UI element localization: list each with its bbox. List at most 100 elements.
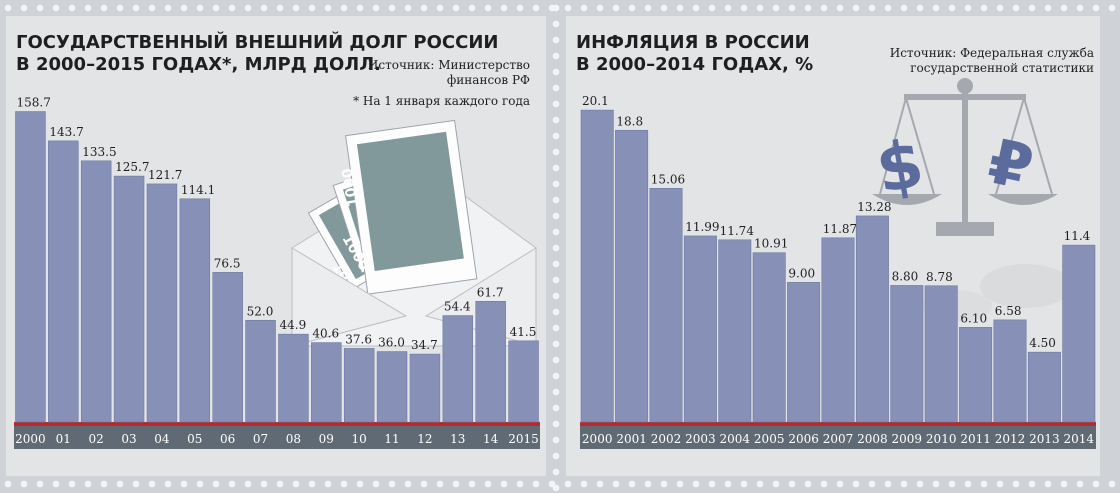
x-tick-label: 2004 bbox=[720, 432, 751, 446]
bar bbox=[959, 327, 993, 423]
value-label: 52.0 bbox=[247, 304, 274, 318]
value-label: 41.5 bbox=[510, 325, 537, 339]
x-tick-label: 07 bbox=[253, 432, 268, 446]
bar bbox=[993, 319, 1027, 423]
bar bbox=[821, 237, 855, 423]
value-label: 143.7 bbox=[49, 125, 83, 139]
bar bbox=[376, 351, 408, 423]
x-tick-label: 2002 bbox=[651, 432, 682, 446]
inflation-chart-title: ИНФЛЯЦИЯ В РОССИИ В 2000–2014 ГОДАХ, % bbox=[576, 32, 814, 75]
x-tick-label: 2005 bbox=[754, 432, 785, 446]
baseline bbox=[580, 422, 1096, 426]
ruble-icon: ₽ bbox=[982, 124, 1039, 204]
x-axis-strip bbox=[580, 425, 1096, 449]
bar bbox=[752, 252, 786, 423]
bar bbox=[855, 215, 889, 423]
bar bbox=[343, 348, 375, 423]
x-tick-label: 14 bbox=[483, 432, 499, 446]
x-tick-label: 2015 bbox=[508, 432, 539, 446]
bar bbox=[787, 282, 821, 423]
value-label: 9.00 bbox=[788, 266, 815, 280]
value-label: 11.4 bbox=[1064, 229, 1091, 243]
bar bbox=[615, 129, 649, 423]
value-label: 114.1 bbox=[181, 183, 215, 197]
bar bbox=[924, 285, 958, 423]
x-tick-label: 2003 bbox=[685, 432, 716, 446]
x-tick-label: 2007 bbox=[823, 432, 854, 446]
bar bbox=[48, 140, 79, 423]
value-label: 36.0 bbox=[378, 336, 405, 350]
x-tick-label: 2010 bbox=[926, 432, 957, 446]
x-tick-label: 03 bbox=[121, 432, 136, 446]
value-label: 11.87 bbox=[823, 222, 857, 236]
value-label: 4.50 bbox=[1029, 336, 1056, 350]
banknote-label: 1000 bbox=[339, 167, 362, 208]
value-label: 11.74 bbox=[720, 224, 755, 238]
value-label: 8.78 bbox=[926, 270, 953, 284]
value-label: 133.5 bbox=[82, 145, 116, 159]
x-tick-label: 04 bbox=[154, 432, 170, 446]
bar bbox=[80, 160, 112, 423]
bar bbox=[718, 239, 752, 423]
x-tick-label: 05 bbox=[187, 432, 202, 446]
inflation-chart-panel: $ ₽ 20.1 2000 18.8 2001 15.06 2002 11.99 2003 11… bbox=[566, 16, 1100, 476]
x-tick-label: 01 bbox=[56, 432, 71, 446]
bar bbox=[890, 285, 924, 423]
bar bbox=[212, 272, 243, 423]
bar bbox=[409, 353, 441, 423]
value-label: 13.28 bbox=[857, 200, 891, 214]
x-axis-strip bbox=[14, 425, 540, 449]
value-label: 34.7 bbox=[411, 338, 438, 352]
bar bbox=[580, 109, 614, 423]
value-label: 44.9 bbox=[280, 318, 307, 332]
x-tick-label: 2009 bbox=[892, 432, 923, 446]
x-tick-label: 2000 bbox=[15, 432, 46, 446]
value-label: 18.8 bbox=[616, 114, 643, 128]
value-label: 11.99 bbox=[685, 220, 719, 234]
bar bbox=[146, 183, 178, 423]
x-tick-label: 09 bbox=[319, 432, 334, 446]
x-tick-label: 2001 bbox=[616, 432, 647, 446]
value-label: 125.7 bbox=[115, 160, 149, 174]
x-tick-label: 12 bbox=[417, 432, 432, 446]
bar bbox=[113, 175, 145, 423]
value-label: 10.91 bbox=[754, 237, 788, 251]
debt-source: Источник: Министерство финансов РФ bbox=[367, 58, 530, 87]
debt-chart-panel: 1000 1000 1000 158.7 2000 143.7 01 133.5 02 12… bbox=[6, 16, 546, 476]
bar bbox=[649, 188, 683, 423]
value-label: 15.06 bbox=[651, 172, 685, 186]
bar bbox=[278, 333, 309, 423]
x-tick-label: 2000 bbox=[582, 432, 613, 446]
bar bbox=[311, 342, 342, 423]
money-envelope-icon: 1000 1000 1000 bbox=[291, 119, 537, 347]
bar bbox=[179, 198, 211, 423]
bar bbox=[245, 319, 276, 423]
value-label: 6.10 bbox=[960, 311, 987, 325]
bar bbox=[15, 111, 46, 423]
perforation-divider bbox=[549, 0, 563, 493]
inflation-chart: $ ₽ 20.1200018.8200115.06200211.99200311… bbox=[580, 78, 1096, 449]
x-tick-label: 08 bbox=[286, 432, 301, 446]
debt-chart: 1000 1000 1000 158.7 2000 143.7 01 133.5 02 12… bbox=[14, 96, 540, 449]
debt-footnote: * На 1 января каждого года bbox=[353, 94, 530, 108]
x-tick-label: 02 bbox=[89, 432, 104, 446]
value-label: 40.6 bbox=[312, 327, 339, 341]
bar bbox=[475, 300, 506, 423]
value-label: 61.7 bbox=[477, 285, 504, 299]
inflation-source: Источник: Федеральная служба государстве… bbox=[889, 46, 1094, 75]
x-tick-label: 2006 bbox=[788, 432, 819, 446]
x-tick-label: 2013 bbox=[1029, 432, 1060, 446]
bar bbox=[442, 315, 474, 423]
bar bbox=[683, 235, 717, 423]
value-label: 20.1 bbox=[582, 94, 609, 108]
x-tick-label: 06 bbox=[220, 432, 235, 446]
x-tick-label: 2011 bbox=[960, 432, 991, 446]
value-label: 8.80 bbox=[892, 269, 919, 283]
x-tick-label: 2014 bbox=[1064, 432, 1095, 446]
x-tick-label: 2008 bbox=[857, 432, 888, 446]
value-label: 37.6 bbox=[345, 332, 372, 346]
x-tick-label: 13 bbox=[450, 432, 465, 446]
bar bbox=[508, 340, 539, 423]
value-label: 158.7 bbox=[17, 96, 51, 110]
value-label: 121.7 bbox=[148, 168, 182, 182]
